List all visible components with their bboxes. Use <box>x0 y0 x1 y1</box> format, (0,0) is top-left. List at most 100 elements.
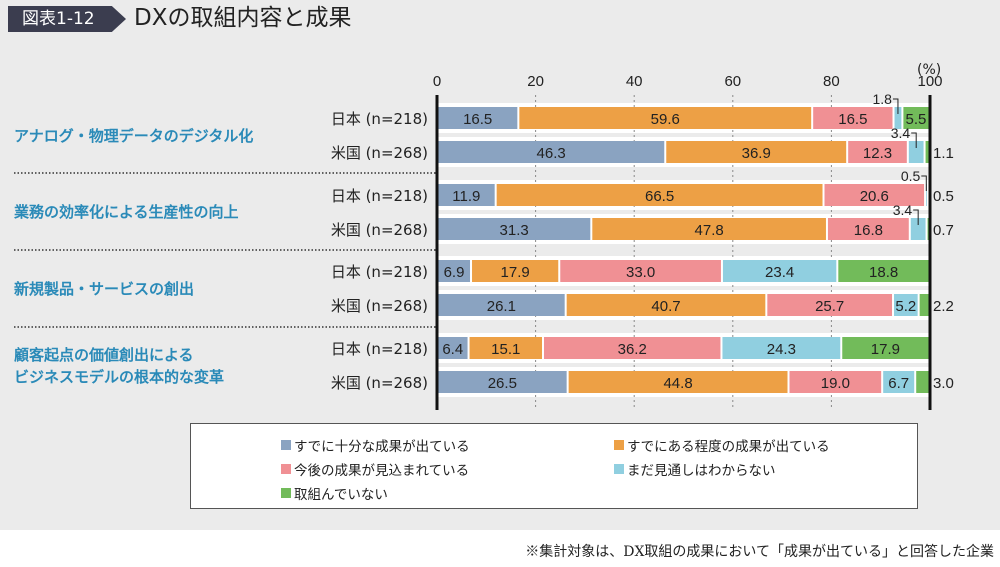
data-label: 20.6 <box>860 188 889 205</box>
data-label: 3.0 <box>933 375 954 392</box>
category-label: 業務の効率化による生産性の向上 <box>14 203 239 221</box>
legend-label: すでにある程度の成果が出ている <box>627 439 830 455</box>
bar-segment <box>438 184 495 206</box>
data-label: 16.5 <box>463 111 492 128</box>
legend-label: 取組んでいない <box>294 487 388 503</box>
bar-segment <box>722 260 837 282</box>
row-label: 米国 (n=268) <box>330 297 428 315</box>
bar-segment <box>496 184 823 206</box>
footnote: ※集計対象は、DX取組の成果において「成果が出ている」と回答した企業 <box>525 544 994 560</box>
row-label: 米国 (n=268) <box>330 144 428 162</box>
data-label: 25.7 <box>815 298 844 315</box>
data-label: 0.7 <box>933 222 954 239</box>
bar-segment <box>666 141 847 163</box>
bar-segment <box>438 371 567 393</box>
data-label: 5.2 <box>895 298 916 315</box>
data-label: 26.1 <box>487 298 516 315</box>
bar-segment <box>927 218 929 240</box>
legend-item: すでに十分な成果が出ている <box>281 435 470 455</box>
category-label-line1: 顧客起点の価値創出による <box>14 346 194 364</box>
data-label: 3.4 <box>893 202 913 218</box>
data-label: 23.4 <box>765 264 794 281</box>
legend-label: すでに十分な成果が出ている <box>294 439 470 455</box>
legend-item: まだ見通しはわからない <box>614 459 776 479</box>
leader-line <box>911 132 917 148</box>
bar-segment <box>438 141 665 163</box>
legend-swatch <box>281 464 291 474</box>
bar-segment <box>883 371 915 393</box>
legend-item: 取組んでいない <box>281 483 388 503</box>
leader-line <box>892 98 899 114</box>
bar-segment <box>560 260 721 282</box>
bar-segment <box>566 294 766 316</box>
bar-segment <box>813 107 893 129</box>
category-label-line2: ビジネスモデルの根本的な変革 <box>14 368 225 386</box>
x-tick-label: 20 <box>527 73 544 90</box>
legend-swatch <box>614 464 624 474</box>
bar-segment <box>894 107 902 129</box>
unit-label: (%) <box>917 62 942 78</box>
bar-segment <box>824 184 925 206</box>
data-label: 6.7 <box>888 375 909 392</box>
data-label: 17.9 <box>501 264 530 281</box>
data-label: 66.5 <box>645 188 674 205</box>
leader-line <box>913 209 919 225</box>
data-label: 33.0 <box>626 264 655 281</box>
bar-segment <box>592 218 826 240</box>
bar-segment <box>842 337 929 359</box>
bar-segment <box>910 218 926 240</box>
data-label: 3.4 <box>891 125 911 141</box>
data-label: 46.3 <box>537 145 566 162</box>
data-label: 16.5 <box>838 111 867 128</box>
x-tick-label: 0 <box>433 73 441 90</box>
bar-segment <box>469 337 542 359</box>
bar-segment <box>472 260 559 282</box>
data-label: 1.8 <box>872 91 892 107</box>
bar-segment <box>838 260 929 282</box>
data-label: 0.5 <box>901 168 921 184</box>
category-label: 新規製品・サービスの創出 <box>14 280 195 298</box>
data-label: 24.3 <box>767 341 796 358</box>
bar-segment <box>568 371 788 393</box>
legend-swatch <box>281 440 291 450</box>
data-label: 36.9 <box>742 145 771 162</box>
data-label: 11.9 <box>452 188 480 205</box>
legend: すでに十分な成果が出ている すでにある程度の成果が出ている 今後の成果が見込まれ… <box>190 423 918 509</box>
x-tick-label: 100 <box>917 73 942 90</box>
legend-label: まだ見通しはわからない <box>627 463 776 479</box>
data-label: 12.3 <box>863 145 892 162</box>
bar-segment <box>519 107 812 129</box>
data-label: 6.9 <box>444 264 465 281</box>
bar-segment <box>438 218 591 240</box>
bar-segment <box>438 107 518 129</box>
data-label: 0.5 <box>933 188 954 205</box>
data-label: 1.1 <box>933 145 954 162</box>
figure-number-badge: 図表1-12 <box>8 6 126 32</box>
data-label: 5.5 <box>906 111 927 128</box>
row-label: 米国 (n=268) <box>330 221 428 239</box>
data-label: 47.8 <box>695 222 724 239</box>
bar-segment <box>438 294 565 316</box>
row-label: 米国 (n=268) <box>330 374 428 392</box>
data-label: 15.1 <box>491 341 520 358</box>
bar-segment <box>925 141 929 163</box>
bar-segment <box>848 141 907 163</box>
row-label: 日本 (n=218) <box>330 340 428 358</box>
bar-segment <box>908 141 924 163</box>
data-label: 18.8 <box>869 264 898 281</box>
row-label: 日本 (n=218) <box>330 263 428 281</box>
x-tick-label: 60 <box>724 73 741 90</box>
bar-segment <box>438 337 468 359</box>
bar-segment <box>543 337 721 359</box>
bar-segment <box>919 294 929 316</box>
bar-segment <box>894 294 918 316</box>
bar-segment <box>438 260 471 282</box>
data-label: 16.8 <box>854 222 883 239</box>
row-label: 日本 (n=218) <box>330 187 428 205</box>
data-label: 36.2 <box>618 341 647 358</box>
data-label: 44.8 <box>663 375 692 392</box>
data-label: 40.7 <box>651 298 680 315</box>
bar-segment <box>916 371 929 393</box>
data-label: 2.2 <box>933 298 954 315</box>
bar-segment <box>903 107 929 129</box>
